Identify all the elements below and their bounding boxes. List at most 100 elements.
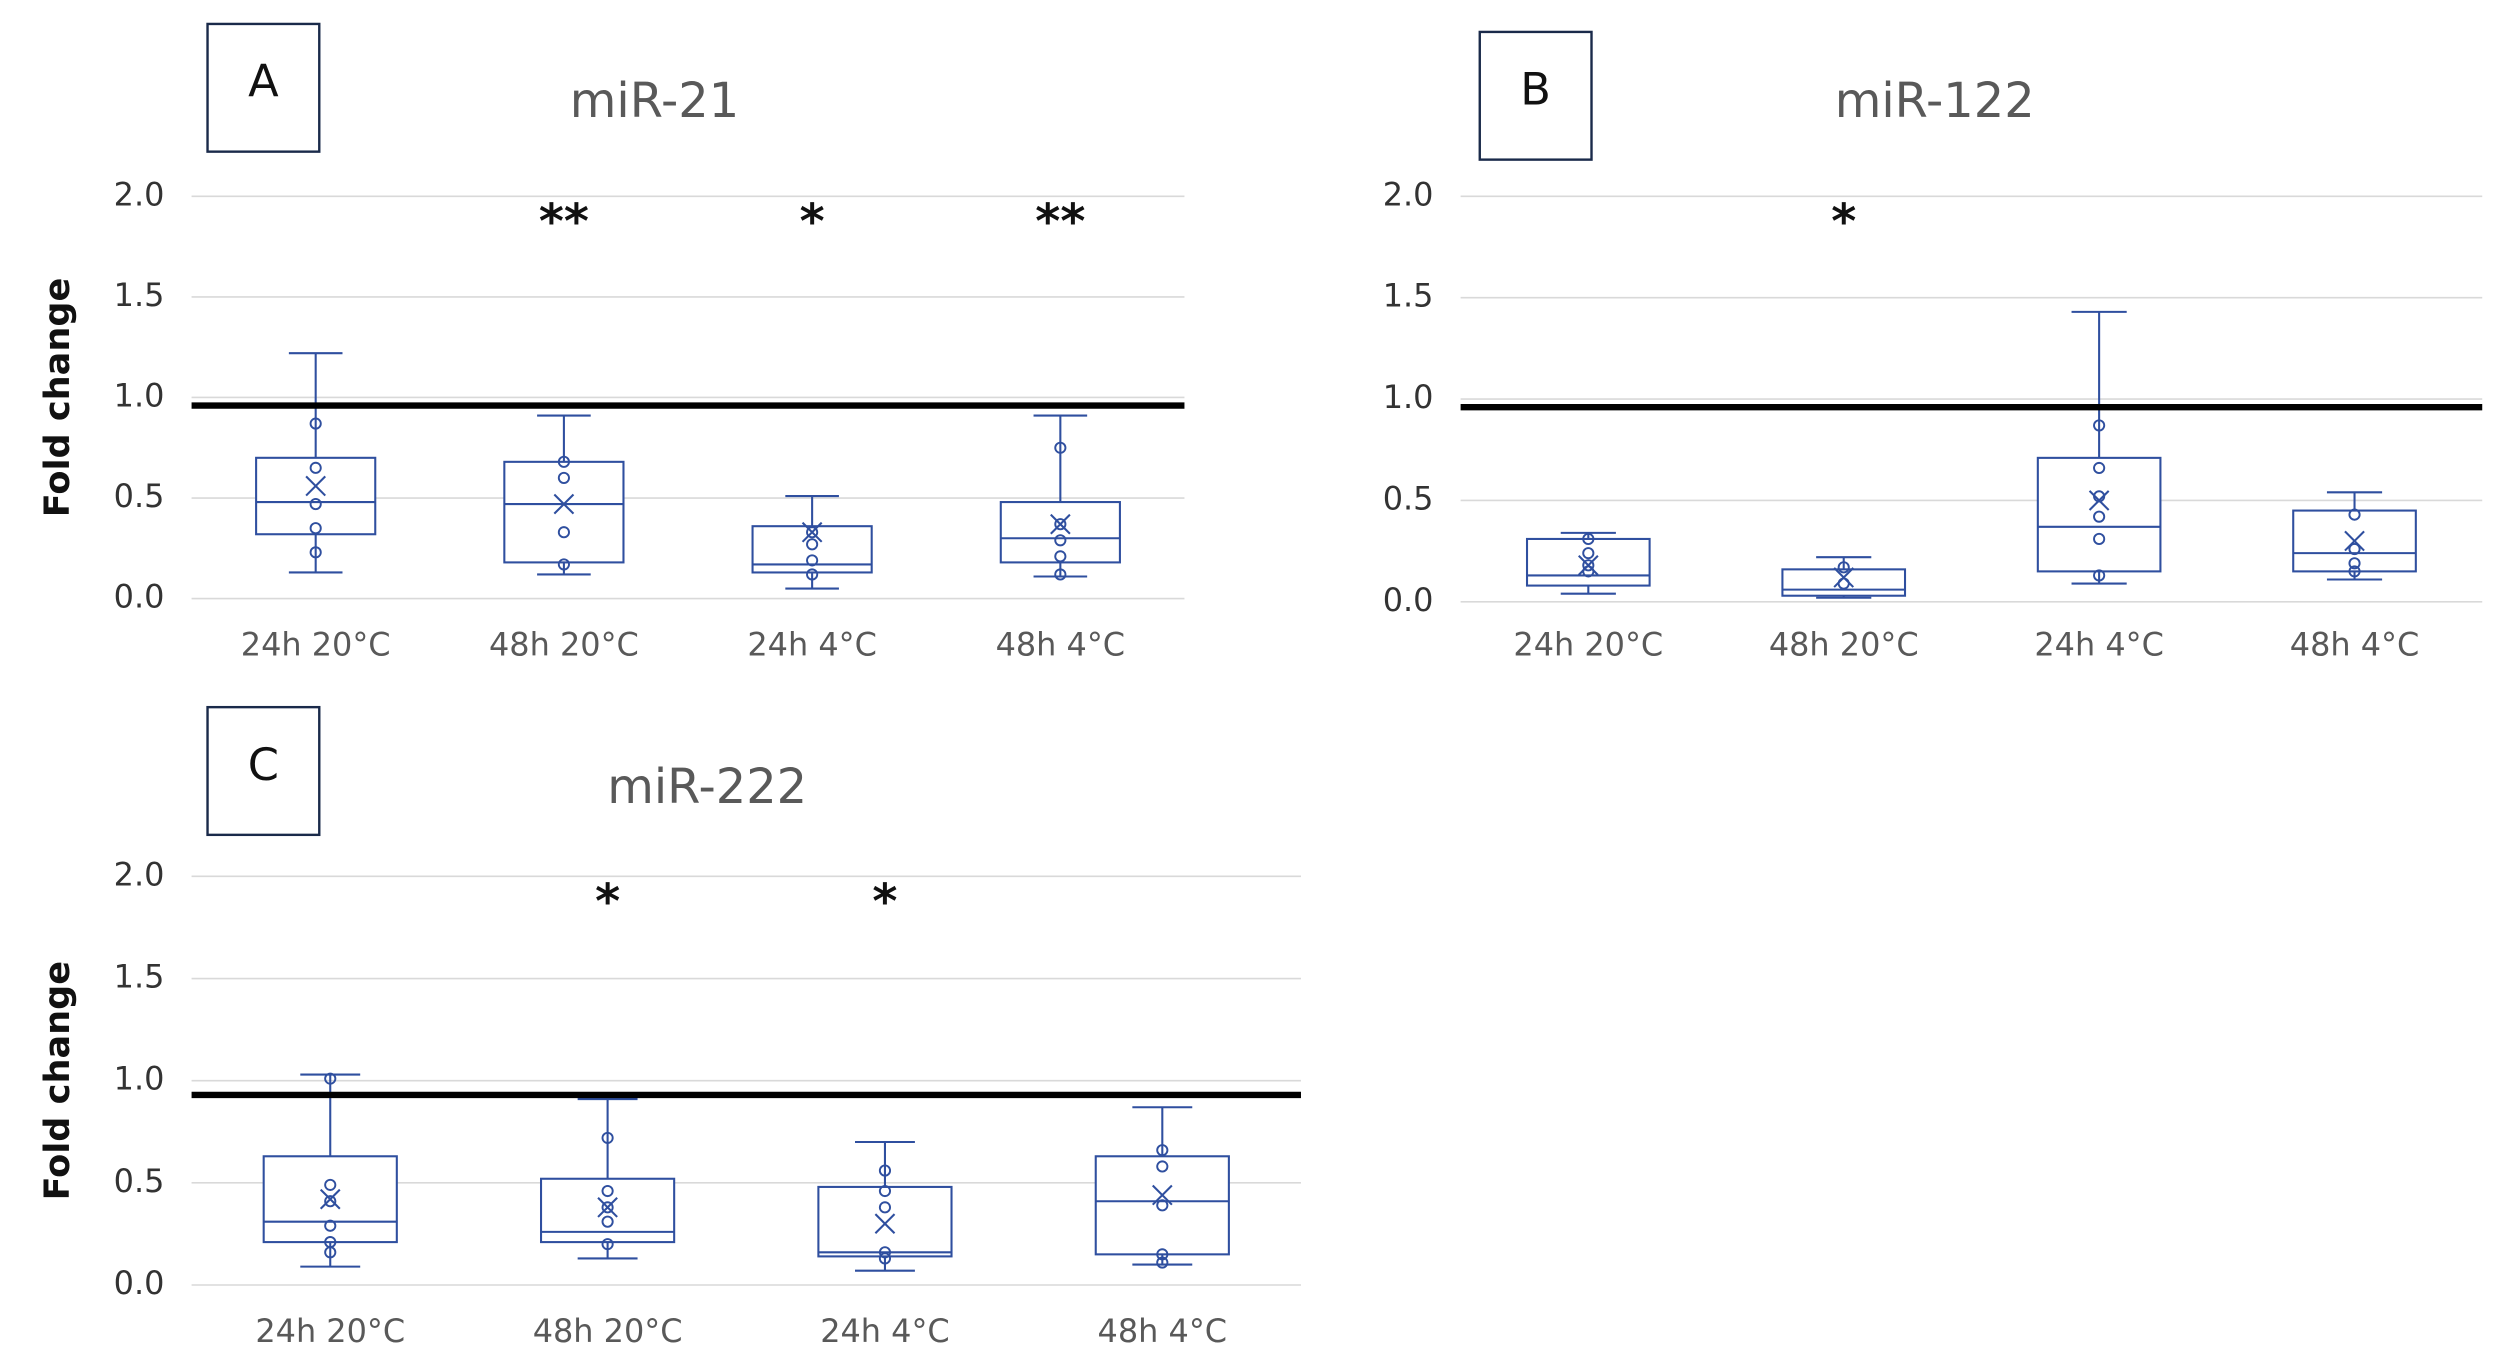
data-point xyxy=(557,455,570,468)
data-point xyxy=(309,461,322,474)
box xyxy=(817,1185,953,1258)
y-tick-label: 1.0 xyxy=(114,1060,165,1098)
panel-frame xyxy=(206,705,321,837)
y-tick-label: 0.0 xyxy=(114,1264,165,1302)
mean-marker xyxy=(305,475,326,497)
panel-letter: C xyxy=(248,739,279,791)
data-point xyxy=(557,558,570,571)
significance-label: ** xyxy=(539,195,589,250)
box xyxy=(503,460,625,564)
x-tick-label: 24h 20°C xyxy=(1513,625,1663,663)
data-point xyxy=(1837,561,1850,574)
box xyxy=(255,456,377,536)
significance-label: * xyxy=(595,875,620,930)
y-tick-label: 0.0 xyxy=(114,578,165,616)
chart-title: miR-21 xyxy=(570,74,739,129)
data-point xyxy=(1582,547,1595,560)
y-tick-label: 1.5 xyxy=(114,276,165,314)
data-point xyxy=(878,1184,892,1198)
y-tick-label: 1.0 xyxy=(1383,378,1434,416)
x-tick-label: 48h 20°C xyxy=(1769,625,1919,663)
x-tick-label: 24h 4°C xyxy=(2034,625,2164,663)
x-tick-label: 48h 4°C xyxy=(1098,1312,1228,1350)
x-tick-label: 48h 20°C xyxy=(533,1312,683,1350)
x-tick-label: 24h 4°C xyxy=(820,1312,950,1350)
mean-marker xyxy=(1151,1184,1173,1206)
data-point xyxy=(2093,532,2106,546)
box xyxy=(1525,537,1651,587)
mean-marker xyxy=(319,1188,341,1210)
data-point xyxy=(1054,550,1067,563)
significance-label: * xyxy=(1831,195,1856,250)
data-point xyxy=(2093,419,2106,432)
y-tick-label: 2.0 xyxy=(114,175,165,213)
x-tick-label: 48h 4°C xyxy=(2290,625,2420,663)
significance-label: * xyxy=(800,195,825,250)
data-point xyxy=(601,1201,614,1214)
y-tick-label: 0.5 xyxy=(114,477,165,515)
data-point xyxy=(1054,534,1067,547)
data-point xyxy=(309,417,322,430)
data-point xyxy=(2093,461,2106,475)
data-point xyxy=(601,1238,614,1251)
data-point xyxy=(309,498,322,511)
significance-label: ** xyxy=(1035,195,1085,250)
y-tick-label: 0.0 xyxy=(1383,581,1434,619)
y-axis-label: Fold change xyxy=(37,278,78,518)
data-point xyxy=(2093,569,2106,582)
mean-marker xyxy=(1833,567,1855,588)
data-point xyxy=(601,1215,614,1228)
data-point xyxy=(878,1164,892,1177)
box xyxy=(1781,568,1907,597)
y-tick-label: 1.5 xyxy=(114,958,165,996)
mean-marker xyxy=(1050,513,1071,535)
data-point xyxy=(324,1072,337,1085)
y-tick-label: 1.5 xyxy=(1383,277,1434,315)
data-point xyxy=(309,522,322,535)
data-point xyxy=(324,1178,337,1191)
box xyxy=(1094,1155,1230,1256)
data-point xyxy=(806,554,819,567)
panel-letter: B xyxy=(1520,64,1551,116)
x-tick-label: 48h 20°C xyxy=(489,625,639,663)
panel-frame xyxy=(1478,30,1593,161)
y-axis-label: Fold change xyxy=(37,961,78,1201)
y-tick-label: 1.0 xyxy=(114,376,165,414)
data-point xyxy=(324,1219,337,1232)
data-point xyxy=(878,1246,892,1259)
data-point xyxy=(324,1195,337,1208)
box xyxy=(2036,456,2162,573)
data-point xyxy=(1582,565,1595,578)
mean-marker xyxy=(2344,530,2365,552)
data-point xyxy=(324,1246,337,1259)
data-point xyxy=(1156,1199,1169,1212)
data-point xyxy=(2348,565,2361,578)
data-point xyxy=(1054,518,1067,531)
data-point xyxy=(806,526,819,539)
significance-label: * xyxy=(872,875,897,930)
data-point xyxy=(601,1131,614,1144)
mean-marker xyxy=(597,1197,618,1218)
data-point xyxy=(2348,557,2361,570)
x-tick-label: 48h 4°C xyxy=(996,625,1126,663)
data-point xyxy=(806,538,819,551)
y-tick-label: 0.5 xyxy=(114,1162,165,1200)
mean-marker xyxy=(553,493,575,515)
data-point xyxy=(1054,568,1067,581)
data-point xyxy=(2093,490,2106,503)
chart-title: miR-122 xyxy=(1835,74,2035,129)
x-tick-label: 24h 20°C xyxy=(241,625,391,663)
data-point xyxy=(601,1184,614,1198)
data-point xyxy=(557,526,570,539)
data-point xyxy=(1156,1144,1169,1157)
box xyxy=(999,501,1121,564)
data-point xyxy=(309,546,322,559)
data-point xyxy=(1837,577,1850,590)
panel-letter: A xyxy=(248,56,279,108)
data-point xyxy=(878,1252,892,1265)
data-point xyxy=(2093,510,2106,523)
x-tick-label: 24h 20°C xyxy=(255,1312,405,1350)
data-point xyxy=(1582,559,1595,572)
data-point xyxy=(557,471,570,484)
